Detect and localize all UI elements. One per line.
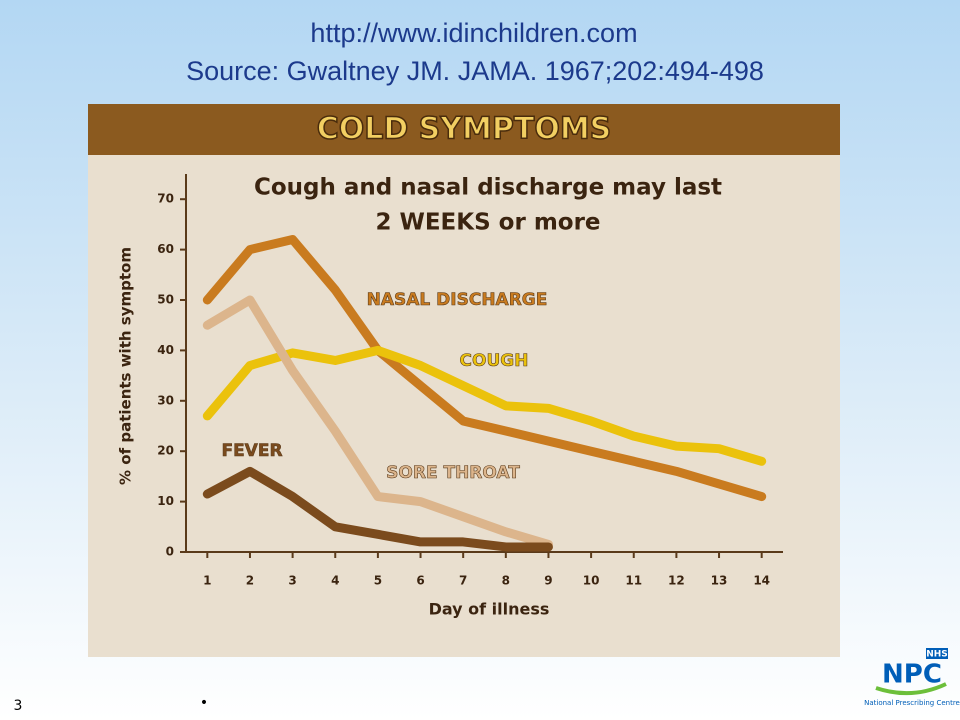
x-tick-label: 13	[711, 574, 728, 588]
y-axis-label: % of patients with symptom	[117, 247, 135, 485]
x-tick-label: 11	[625, 574, 642, 588]
x-tick-label: 7	[459, 574, 467, 588]
series-line	[202, 295, 553, 549]
x-axis-label: Day of illness	[429, 600, 550, 619]
logo-name: NPC	[882, 660, 942, 690]
slide-number: 3	[14, 698, 23, 714]
x-tick-label: 2	[246, 574, 254, 588]
x-tick-label: 6	[416, 574, 424, 588]
x-tick-label: 10	[583, 574, 600, 588]
x-tick-label: 9	[544, 574, 552, 588]
series-label: SORE THROAT	[386, 463, 520, 483]
x-tick-label: 1	[203, 574, 211, 588]
nhs-badge-box	[926, 648, 948, 659]
x-tick-label: 5	[374, 574, 382, 588]
y-tick-label: 30	[157, 393, 174, 407]
logo-swoosh	[875, 682, 947, 696]
y-tick-label: 40	[157, 343, 174, 357]
x-tick-label: 4	[331, 574, 339, 588]
y-tick-label: 70	[157, 192, 174, 206]
series-line	[202, 466, 553, 552]
source-citation: Source: Gwaltney JM. JAMA. 1967;202:494-…	[186, 56, 764, 86]
chart-subtitle: 2 WEEKS or more	[375, 210, 600, 236]
series-line	[202, 345, 767, 466]
chart-panel	[88, 104, 840, 657]
y-tick-label: 10	[157, 494, 174, 508]
y-tick-label: 20	[157, 444, 174, 458]
series-label: COUGH	[460, 351, 529, 371]
series-label: FEVER	[221, 441, 282, 461]
chart-title: COLD SYMPTOMS	[317, 112, 612, 147]
nhs-badge: NHS	[926, 650, 948, 660]
y-tick-label: 0	[166, 545, 174, 559]
bullet: •	[200, 695, 208, 711]
series-line	[202, 235, 767, 502]
y-tick-label: 50	[157, 293, 174, 307]
x-tick-label: 8	[502, 574, 510, 588]
logo-caption: National Prescribing Centre	[864, 699, 960, 707]
title-bar	[88, 104, 840, 155]
chart-subtitle: Cough and nasal discharge may last	[254, 175, 722, 201]
y-tick-label: 60	[157, 242, 174, 256]
x-tick-label: 14	[753, 574, 770, 588]
source-url: http://www.idinchildren.com	[310, 18, 638, 48]
series-label: NASAL DISCHARGE	[367, 290, 548, 310]
x-tick-label: 3	[288, 574, 296, 588]
x-tick-label: 12	[668, 574, 685, 588]
